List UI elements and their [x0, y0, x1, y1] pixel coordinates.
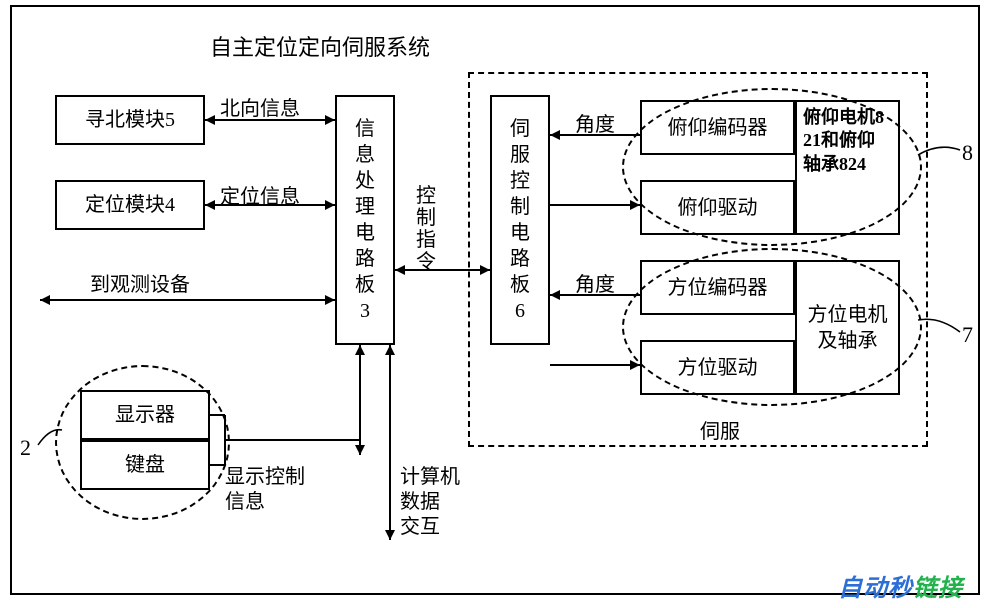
- servo-board-box: 伺 服 控 制 电 路 板 6: [490, 95, 550, 345]
- servo-zone-label: 伺服: [700, 415, 740, 444]
- pos-module-box: 定位模块4: [55, 180, 205, 230]
- watermark: 自动秒链接: [838, 568, 963, 603]
- azi-encoder-box: 方位编码器: [640, 260, 795, 315]
- pos-module-text: 定位模块4: [85, 192, 175, 218]
- azi-drive-text: 方位驱动: [678, 355, 758, 381]
- display-box: 显示器: [80, 390, 210, 440]
- num-2: 2: [20, 435, 31, 461]
- azi-drive-box: 方位驱动: [640, 340, 795, 395]
- display-text: 显示器: [115, 402, 175, 428]
- pitch-encoder-box: 俯仰编码器: [640, 100, 795, 155]
- angle2-label: 角度: [575, 268, 615, 297]
- north-module-box: 寻北模块5: [55, 95, 205, 145]
- angle1-label: 角度: [575, 108, 615, 137]
- azi-encoder-text: 方位编码器: [668, 275, 768, 301]
- pos-info-label: 定位信息: [220, 180, 300, 209]
- num-7: 7: [962, 322, 973, 348]
- pitch-motor-text: 俯仰电机821和俯仰轴承824: [803, 106, 892, 176]
- ctrl-cmd-label: 控 制 指 令: [416, 185, 436, 273]
- comp-l3: 交互: [400, 510, 440, 539]
- north-module-text: 寻北模块5: [85, 107, 175, 133]
- disp-ctrl-l2: 信息: [225, 485, 265, 514]
- watermark-a: 自动秒: [838, 575, 913, 602]
- keyboard-text: 键盘: [125, 452, 165, 478]
- keyboard-box: 键盘: [80, 440, 210, 490]
- pitch-encoder-text: 俯仰编码器: [668, 115, 768, 141]
- info-board-box: 信 息 处 理 电 路 板 3: [335, 95, 395, 345]
- to-obs-label: 到观测设备: [90, 268, 190, 297]
- pitch-drive-box: 俯仰驱动: [640, 180, 795, 235]
- azi-motor-text: 方位电机及轴承: [801, 302, 894, 354]
- north-info-label: 北向信息: [220, 92, 300, 121]
- pitch-motor-box: 俯仰电机821和俯仰轴承824: [795, 100, 900, 235]
- azi-motor-box: 方位电机及轴承: [795, 260, 900, 395]
- watermark-b: 链接: [913, 575, 963, 602]
- pitch-drive-text: 俯仰驱动: [678, 195, 758, 221]
- diagram-title: 自主定位定向伺服系统: [210, 30, 430, 62]
- num-8: 8: [962, 140, 973, 166]
